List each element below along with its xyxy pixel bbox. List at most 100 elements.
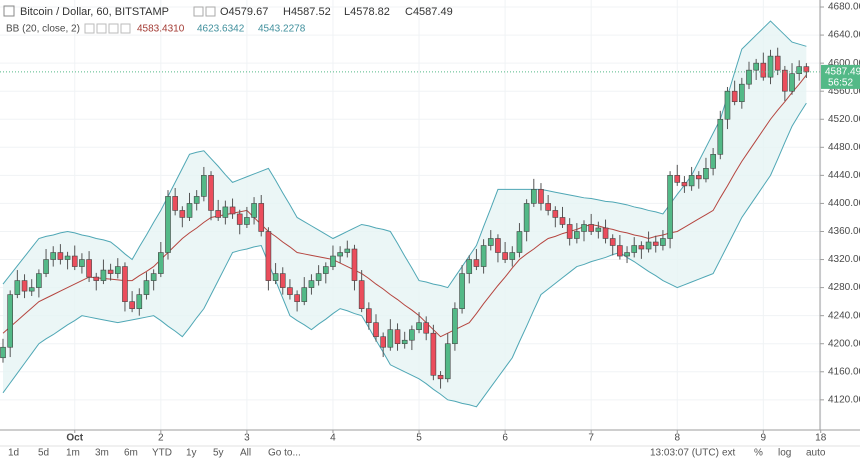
candle-body — [344, 248, 351, 253]
option-button[interactable]: log — [778, 448, 791, 459]
option-button[interactable]: ext — [722, 448, 736, 459]
range-button[interactable]: YTD — [152, 448, 172, 459]
candle-body — [50, 252, 57, 260]
candle-body — [444, 343, 451, 380]
candle-body — [731, 90, 738, 103]
candle-body — [538, 189, 544, 204]
candle-body — [530, 189, 537, 204]
candle-body — [487, 238, 494, 246]
range-button[interactable]: 5d — [38, 448, 49, 459]
range-button[interactable]: 1m — [66, 448, 80, 459]
candle-body — [0, 346, 6, 359]
candle-body — [739, 83, 745, 103]
x-tick-label: 9 — [761, 433, 767, 444]
goto-button[interactable]: Go to... — [268, 448, 301, 459]
candle-body — [652, 241, 659, 246]
y-tick-label: 4560.00 — [828, 86, 860, 97]
candle-body — [122, 266, 128, 302]
candle-body — [79, 259, 85, 267]
range-button[interactable]: 5y — [213, 448, 224, 459]
candle-body — [459, 273, 465, 309]
candle-body — [330, 255, 336, 267]
icon[interactable] — [84, 23, 95, 34]
candle-body — [143, 280, 150, 295]
candle-body — [746, 69, 752, 85]
x-tick-label: 5 — [416, 433, 422, 444]
icon[interactable] — [108, 23, 119, 34]
countdown: 56:52 — [828, 78, 853, 89]
icon[interactable] — [96, 23, 107, 34]
y-tick-label: 4360.00 — [828, 226, 860, 237]
indicator-upper: 4623.6342 — [197, 24, 245, 35]
ohlc-high: H4587.52 — [283, 6, 331, 18]
candle-body — [581, 224, 587, 232]
icon[interactable] — [193, 6, 204, 17]
candle-body — [57, 252, 64, 260]
range-button[interactable]: 1d — [8, 448, 19, 459]
candle-body — [387, 329, 394, 348]
range-button[interactable]: 6m — [124, 448, 138, 459]
ohlc-low: L4578.82 — [344, 6, 390, 18]
candle-body — [595, 227, 602, 232]
candle-body — [437, 374, 444, 380]
candle-body — [717, 118, 724, 155]
collapse-icon[interactable] — [3, 5, 15, 17]
range-button[interactable]: 3m — [95, 448, 109, 459]
candle-body — [473, 259, 480, 267]
candle-body — [236, 213, 243, 225]
candle-body — [753, 62, 759, 71]
candle-body — [229, 206, 236, 215]
candle-body — [796, 66, 803, 74]
x-tick-label: 8 — [674, 433, 680, 444]
candle-body — [645, 241, 652, 250]
candle-body — [301, 287, 308, 302]
candle-body — [358, 280, 365, 309]
candle-body — [803, 66, 810, 73]
candle-body — [609, 238, 616, 246]
candle-body — [272, 273, 279, 281]
candle-body — [71, 255, 78, 267]
y-tick-label: 4640.00 — [828, 30, 860, 41]
y-tick-label: 4480.00 — [828, 142, 860, 153]
candle-body — [7, 294, 13, 348]
candle-body — [373, 322, 379, 338]
band-lower — [2, 102, 807, 408]
candle-body — [552, 210, 559, 218]
candle-body — [710, 154, 716, 169]
candle-body — [279, 273, 286, 288]
candle-body — [86, 259, 92, 278]
last-price-label: 4587.49 — [825, 67, 860, 78]
x-tick-label: 2 — [158, 433, 164, 444]
range-button[interactable]: 1y — [186, 448, 197, 459]
candle-body — [409, 329, 415, 341]
option-button[interactable]: auto — [806, 448, 826, 459]
axes: 4120.00 4160.00 4200.00 4240.00 4280.00 4320.… — [66, 2, 860, 444]
y-tick-label: 4160.00 — [828, 366, 860, 377]
y-tick-label: 4240.00 — [828, 310, 860, 321]
option-button[interactable]: % — [754, 448, 763, 459]
candle-body — [351, 248, 358, 281]
icon[interactable] — [120, 23, 131, 34]
candle-body — [638, 245, 645, 250]
candle-body — [150, 273, 157, 281]
candle-body — [566, 224, 573, 239]
y-tick-label: 4280.00 — [828, 282, 860, 293]
candle-body — [495, 238, 501, 253]
candle-body — [502, 252, 508, 260]
candle-body — [208, 175, 214, 211]
candle-body — [43, 259, 49, 274]
candle-body — [114, 266, 121, 274]
candle-body — [681, 182, 688, 187]
x-tick-label: 18 — [815, 433, 827, 444]
icon[interactable] — [205, 6, 216, 17]
indicator-name: BB (20, close, 2) — [6, 24, 80, 35]
x-tick-label: 6 — [502, 433, 508, 444]
range-button[interactable]: All — [240, 448, 251, 459]
candle-body — [574, 231, 580, 239]
y-tick-label: 4400.00 — [828, 198, 860, 209]
candle-body — [366, 308, 372, 323]
candle-body — [774, 55, 781, 71]
band-fill — [3, 21, 807, 407]
candle-body — [322, 266, 329, 274]
